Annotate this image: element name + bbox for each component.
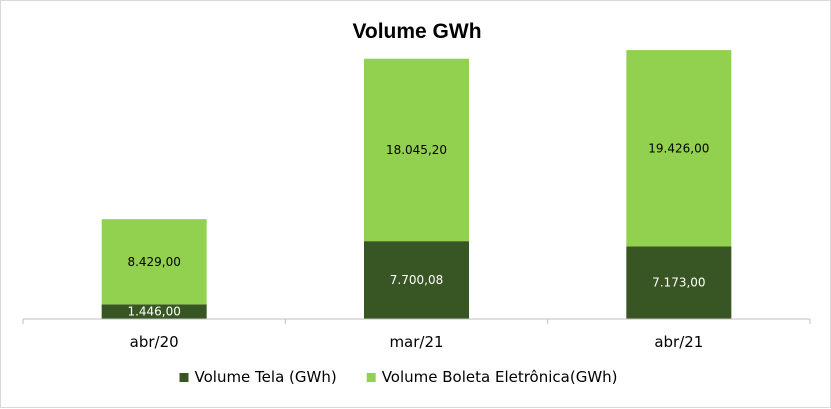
legend: Volume Tela (GWh) Volume Boleta Eletrônic… <box>179 368 618 386</box>
x-tick-label: abr/20 <box>130 333 179 351</box>
bar-volume-boleta-1 <box>101 219 207 305</box>
bar-volume-boleta-2 <box>364 58 469 242</box>
bars-group: 1.446,00 8.429,00 7.700,08 18.045,20 7.173,0… <box>101 50 732 319</box>
data-label: 18.045,20 <box>386 143 447 157</box>
chart-title: Volume GWh <box>352 20 481 43</box>
bar-volume-tela-3 <box>626 246 732 319</box>
legend-swatch-2 <box>366 373 376 382</box>
bar-volume-tela-1 <box>101 304 207 319</box>
data-label: 8.429,00 <box>127 255 180 269</box>
x-tick-label: abr/21 <box>654 333 703 351</box>
legend-label-2: Volume Boleta Eletrônica(GWh) <box>382 368 618 386</box>
legend-swatch-1 <box>179 373 189 382</box>
x-tick-label: mar/21 <box>389 333 443 351</box>
data-label: 7.700,08 <box>390 273 443 287</box>
legend-label-1: Volume Tela (GWh) <box>195 368 337 386</box>
x-axis-labels: abr/20 mar/21 abr/21 <box>130 333 704 351</box>
bar-volume-tela-2 <box>364 241 469 319</box>
data-label: 1.446,00 <box>127 305 180 319</box>
x-axis-ticks <box>22 319 811 324</box>
bar-volume-boleta-3 <box>626 50 732 247</box>
data-label: 19.426,00 <box>648 141 709 155</box>
data-label: 7.173,00 <box>652 276 705 290</box>
